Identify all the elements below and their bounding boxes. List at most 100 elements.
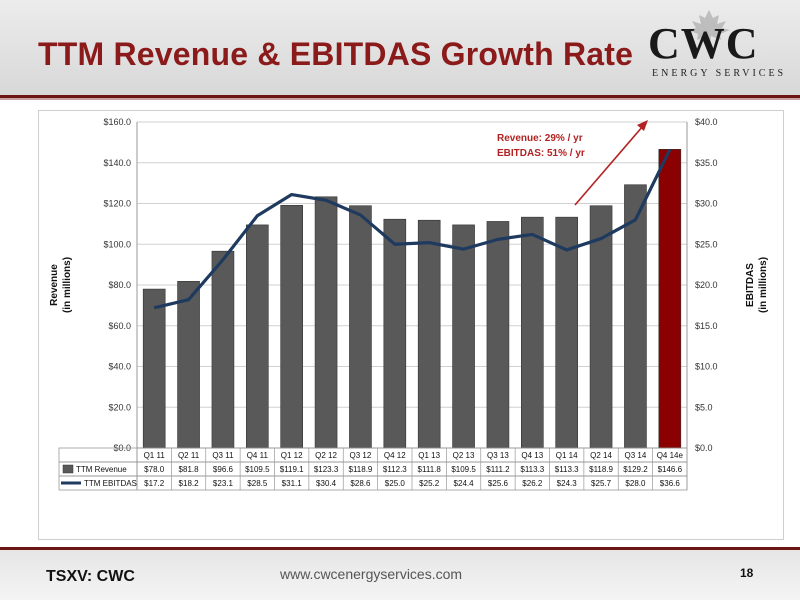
revenue-bar (658, 149, 682, 449)
y-left-tick-label: $20.0 (108, 402, 131, 412)
x-tick-label: Q1 13 (418, 451, 440, 460)
ebitdas-line (153, 149, 672, 310)
website-link[interactable]: www.cwcenergyservices.com (280, 566, 463, 582)
revenue-bar (452, 224, 475, 449)
table-revenue-cell: $113.3 (520, 465, 544, 474)
x-tick-label: Q3 11 (212, 451, 234, 460)
y-right-tick-label: $25.0 (695, 239, 718, 249)
table-ebitdas-cell: $25.6 (488, 479, 509, 488)
legend-revenue-swatch (62, 464, 74, 474)
y-right-tick-label: $15.0 (695, 321, 718, 331)
table-revenue-cell: $109.5 (451, 465, 476, 474)
table-ebitdas-cell: $26.2 (522, 479, 543, 488)
footer-rule (0, 547, 800, 550)
logo-wordmark: CWC (648, 19, 759, 68)
table-ebitdas-cell: $28.5 (247, 479, 268, 488)
y-left-axis-title: Revenue (49, 264, 60, 306)
x-tick-label: Q4 13 (521, 451, 543, 460)
table-ebitdas-cell: $23.1 (213, 479, 234, 488)
slide-header (0, 0, 800, 95)
annotation-revenue-growth: Revenue: 29% / yr (497, 133, 583, 144)
x-tick-label: Q1 12 (281, 451, 303, 460)
x-tick-label: Q3 12 (350, 451, 372, 460)
table-revenue-cell: $81.8 (179, 465, 200, 474)
y-right-tick-label: $10.0 (695, 362, 718, 372)
revenue-bar (142, 288, 166, 449)
y-right-axis-subtitle: (in millions) (758, 257, 769, 313)
table-revenue-cell: $129.2 (623, 465, 648, 474)
revenue-bar (383, 218, 407, 449)
y-left-tick-label: $120.0 (103, 199, 131, 209)
revenue-bar (349, 205, 372, 449)
chart-frame: $0.0 $20.0 $40.0 $60.0 $80.0 $100.0 $120.0 $140… (38, 110, 784, 540)
y-right-tick-label: $0.0 (695, 443, 713, 453)
table-revenue-cell: $112.3 (383, 465, 407, 474)
slide-footer (0, 550, 800, 600)
x-tick-label: Q4 12 (384, 451, 406, 460)
x-tick-label: Q1 11 (144, 451, 166, 460)
company-logo: CWC ENERGY SERVICES (640, 10, 783, 82)
growth-arrow (574, 125, 644, 206)
revenue-bar (177, 281, 200, 449)
y-left-tick-label: $80.0 (108, 280, 131, 290)
y-right-tick-label: $40.0 (695, 117, 718, 127)
table-revenue-cell: $119.1 (280, 465, 304, 474)
x-tick-label: Q3 13 (487, 451, 509, 460)
table-ebitdas-cell: $31.1 (282, 479, 303, 488)
y-right-tick-label: $30.0 (695, 199, 718, 209)
x-tick-label: Q1 14 (556, 451, 578, 460)
table-ebitdas-cell: $25.0 (385, 479, 406, 488)
x-tick-label: Q4 14e (657, 451, 684, 460)
table-revenue-cell: $146.6 (658, 465, 683, 474)
y-right-tick-label: $35.0 (695, 158, 718, 168)
y-left-tick-label: $100.0 (103, 239, 131, 249)
table-revenue-cell: $118.9 (589, 465, 613, 474)
table-revenue-cell: $111.8 (418, 465, 442, 474)
table-ebitdas-cell: $25.2 (419, 479, 440, 488)
y-left-tick-label: $40.0 (108, 362, 131, 372)
y-right-tick-label: $5.0 (695, 402, 713, 412)
logo-subtitle: ENERGY SERVICES (652, 68, 787, 79)
table-ebitdas-cell: $24.3 (557, 479, 578, 488)
table-revenue-cell: $111.2 (486, 465, 510, 474)
table-ebitdas-cell: $28.0 (625, 479, 646, 488)
annotation-ebitdas-growth: EBITDAS: 51% / yr (497, 148, 585, 159)
y-left-axis-subtitle: (in millions) (62, 257, 73, 313)
maple-leaf-icon (688, 10, 730, 44)
ticker-symbol: TSXV: CWC (46, 568, 135, 585)
revenue-bar (417, 219, 441, 449)
slide-title: TTM Revenue & EBITDAS Growth Rate (38, 36, 634, 72)
revenue-bar (246, 224, 269, 449)
legend-ebitdas-label: TTM EBITDAS (84, 479, 137, 488)
revenue-bar (211, 250, 235, 449)
page-number: 18 (740, 566, 754, 580)
table-revenue-cell: $113.3 (555, 465, 579, 474)
revenue-bar (280, 205, 303, 449)
y-right-tick-label: $20.0 (695, 280, 718, 290)
revenue-bar (314, 196, 338, 449)
y-left-tick-label: $140.0 (103, 158, 131, 168)
table-revenue-cell: $118.9 (349, 465, 373, 474)
revenue-ebitdas-chart: $0.0 $20.0 $40.0 $60.0 $80.0 $100.0 $120.0 $140… (49, 117, 769, 491)
table-ebitdas-cell: $18.2 (179, 479, 200, 488)
x-tick-label: Q4 11 (247, 451, 269, 460)
revenue-bar (486, 221, 510, 449)
growth-arrowhead (637, 120, 648, 131)
revenue-bar (555, 216, 578, 449)
table-ebitdas-cell: $17.2 (144, 479, 165, 488)
table-ebitdas-cell: $24.4 (454, 479, 475, 488)
x-tick-label: Q2 14 (590, 451, 612, 460)
y-right-axis-title: EBITDAS (745, 263, 756, 307)
header-rule-light (0, 98, 800, 100)
table-revenue-cell: $96.6 (213, 465, 234, 474)
header-rule (0, 95, 800, 98)
x-tick-label: Q3 14 (625, 451, 647, 460)
table-ebitdas-cell: $28.6 (350, 479, 371, 488)
x-tick-label: Q2 11 (178, 451, 200, 460)
table-revenue-cell: $78.0 (144, 465, 165, 474)
x-tick-label: Q2 12 (315, 451, 337, 460)
table-revenue-cell: $123.3 (314, 465, 339, 474)
table-ebitdas-cell: $30.4 (316, 479, 337, 488)
table-ebitdas-cell: $36.6 (660, 479, 681, 488)
table-ebitdas-cell: $25.7 (591, 479, 612, 488)
